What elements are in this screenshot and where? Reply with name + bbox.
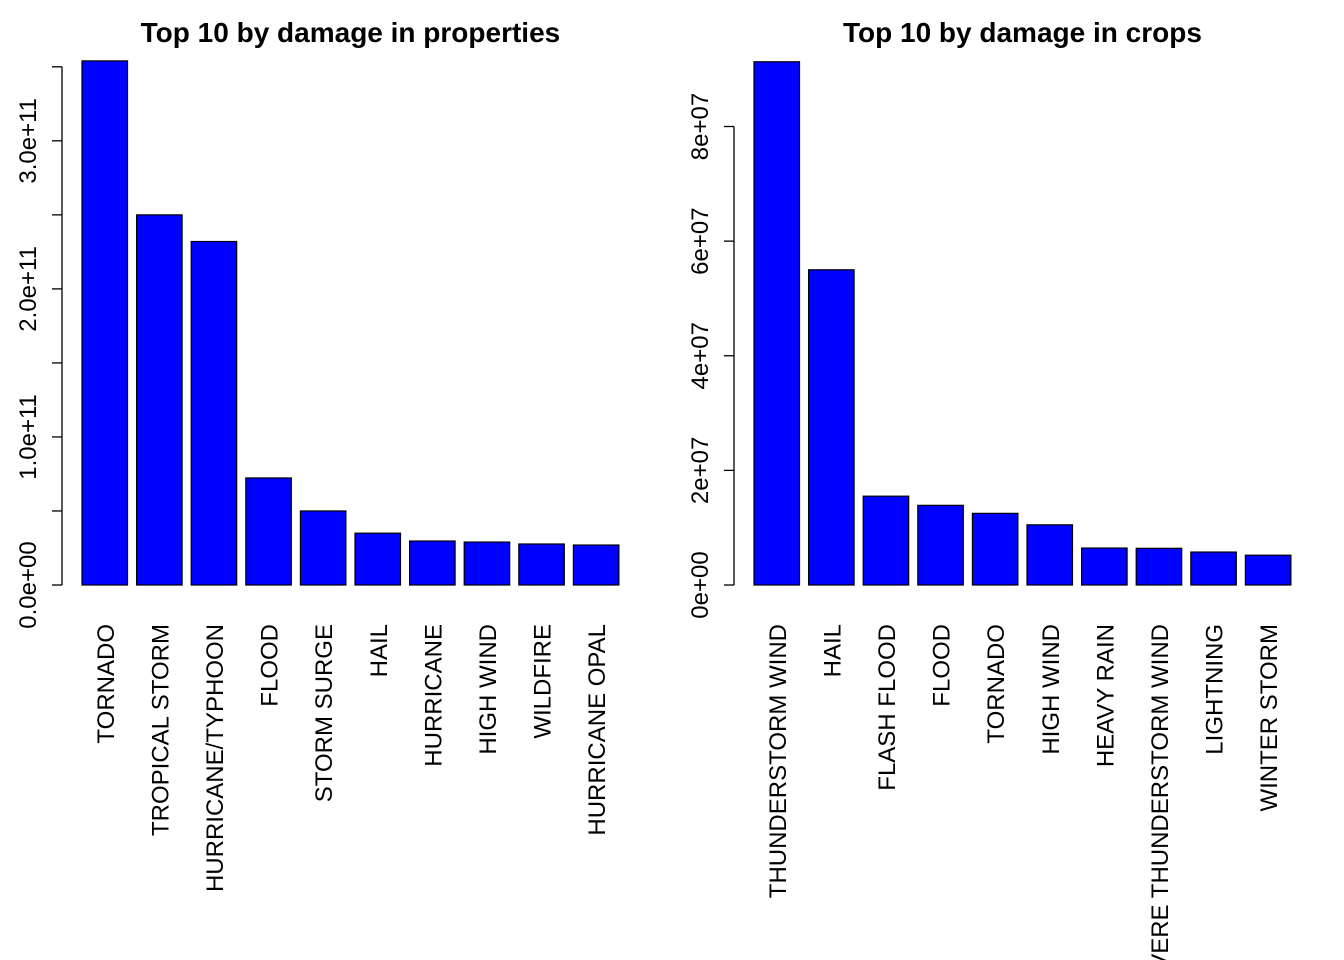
x-tick-label: FLASH FLOOD [874, 624, 901, 791]
bar [862, 495, 910, 586]
x-tick-label: TORNADO [983, 624, 1010, 744]
chart-title: Top 10 by damage in properties [141, 17, 561, 48]
bar [1244, 554, 1292, 586]
x-tick-label: HURRICANE/TYPHOON [202, 624, 229, 892]
bar [81, 60, 129, 586]
x-tick-label: HURRICANE OPAL [584, 624, 611, 836]
bar [245, 477, 292, 586]
x-tick-label: HIGH WIND [475, 624, 502, 755]
x-tick-label: HAIL [366, 624, 393, 677]
bar [917, 504, 964, 586]
bar [409, 540, 456, 586]
bar [518, 543, 565, 586]
x-tick-label: TROPICAL STORM [147, 624, 174, 836]
x-tick-label: STORM SURGE [311, 624, 338, 802]
bar [299, 510, 347, 586]
x-tick-label: WILDFIRE [530, 624, 557, 739]
x-tick-label: LIGHTNING [1202, 624, 1229, 755]
bar [807, 269, 855, 586]
bar [1026, 524, 1074, 586]
x-tick-label: HAIL [819, 624, 846, 677]
y-tick-label: 8e+07 [687, 93, 714, 160]
x-tick-label: SEVERE THUNDERSTORM WIND [1147, 624, 1174, 960]
y-tick-label: 0e+00 [687, 551, 714, 618]
x-tick-label: HIGH WIND [1038, 624, 1065, 755]
x-tick-label: WINTER STORM [1256, 624, 1283, 812]
y-tick-label: 4e+07 [687, 322, 714, 389]
y-tick-label: 2e+07 [687, 437, 714, 504]
y-tick-label: 3.0e+11 [15, 98, 42, 184]
bar [136, 214, 183, 586]
y-tick-label: 0.0e+00 [15, 541, 42, 628]
y-tick-label: 6e+07 [687, 207, 714, 274]
y-tick-label: 1.0e+11 [15, 394, 42, 480]
bar [971, 512, 1019, 586]
x-tick-label: HEAVY RAIN [1092, 624, 1119, 767]
bar [1135, 547, 1183, 586]
bar [1080, 547, 1128, 586]
x-tick-label: THUNDERSTORM WIND [765, 624, 792, 898]
bar [190, 240, 238, 586]
x-tick-label: TORNADO [93, 624, 120, 744]
y-tick-label: 2.0e+11 [15, 246, 42, 332]
bar [354, 532, 402, 586]
x-tick-label: FLOOD [257, 624, 284, 707]
bar [463, 541, 511, 586]
bar [572, 544, 620, 586]
x-tick-label: FLOOD [929, 624, 956, 707]
bar [753, 61, 801, 586]
x-tick-label: HURRICANE [420, 624, 447, 767]
bar [1190, 551, 1237, 586]
chart-title: Top 10 by damage in crops [843, 17, 1202, 48]
